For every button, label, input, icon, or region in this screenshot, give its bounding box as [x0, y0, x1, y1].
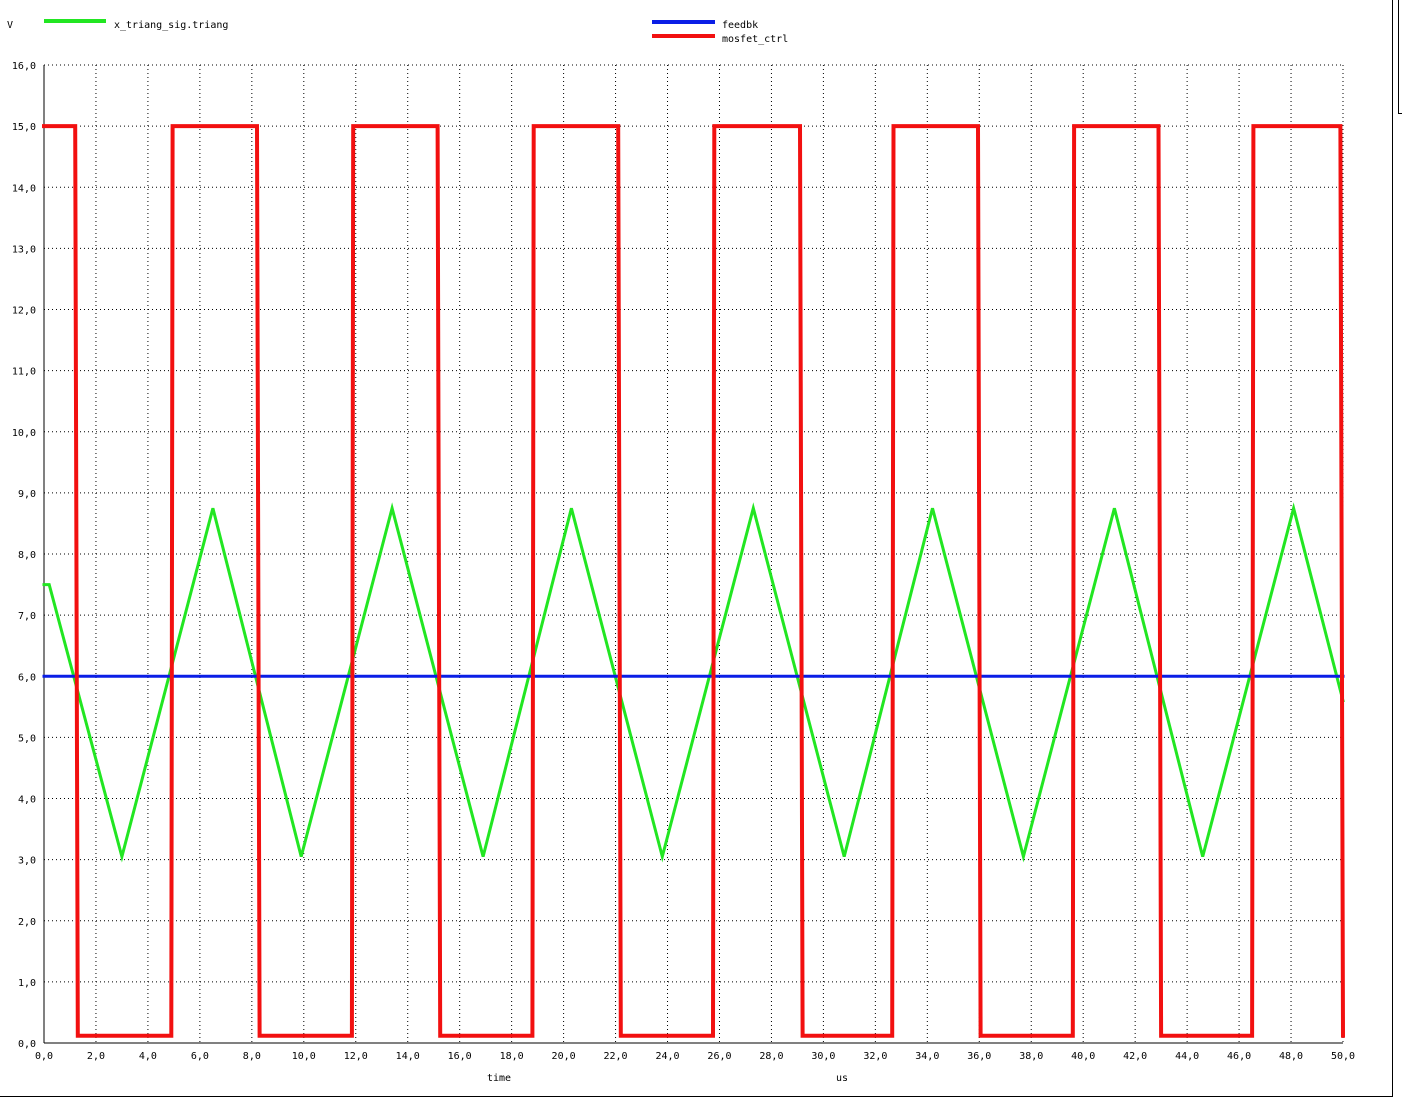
tick-labels: 0,0 2,0 4,0 6,0 8,0 10,0 12,0 14,0 16,0 18,0 20,0 2…	[12, 61, 1355, 1062]
x-tick-label: 40,0	[1071, 1051, 1095, 1062]
y-tick-label: 8,0	[18, 550, 36, 561]
x-tick-label: 32,0	[863, 1051, 887, 1062]
x-tick-label: 6,0	[191, 1051, 209, 1062]
window-frame-right	[1392, 0, 1393, 1097]
x-axis-label: time	[487, 1073, 511, 1084]
y-tick-label: 13,0	[12, 244, 36, 255]
legend-label-triang: x_triang_sig.triang	[114, 20, 228, 31]
x-axis-unit: us	[836, 1073, 848, 1084]
window-frame-tab	[1398, 0, 1399, 114]
x-tick-label: 8,0	[243, 1051, 261, 1062]
x-tick-label: 38,0	[1019, 1051, 1043, 1062]
x-tick-label: 30,0	[811, 1051, 835, 1062]
series-line-x-triang-sig-triang	[42, 502, 1345, 863]
y-tick-label: 6,0	[18, 672, 36, 683]
plot-series	[42, 124, 1346, 1038]
y-tick-label: 9,0	[18, 489, 36, 500]
y-tick-label: 5,0	[18, 733, 36, 744]
x-tick-label: 18,0	[500, 1051, 524, 1062]
window-frame-tab-foot	[1398, 113, 1402, 114]
y-tick-label: 10,0	[12, 428, 36, 439]
x-tick-label: 42,0	[1123, 1051, 1147, 1062]
x-tick-label: 48,0	[1279, 1051, 1303, 1062]
x-tick-label: 2,0	[87, 1051, 105, 1062]
plot-legend: x_triang_sig.triang feedbk mosfet_ctrl	[44, 19, 788, 45]
y-axis-label: V	[7, 20, 13, 31]
x-tick-label: 44,0	[1175, 1051, 1199, 1062]
y-tick-label: 14,0	[12, 183, 36, 194]
x-tick-label: 36,0	[967, 1051, 991, 1062]
legend-label-mosfet: mosfet_ctrl	[722, 34, 788, 45]
legend-label-feedbk: feedbk	[722, 20, 758, 31]
y-tick-label: 0,0	[18, 1039, 36, 1050]
series-line-mosfet-ctrl	[42, 124, 1346, 1038]
x-tick-label: 22,0	[604, 1051, 628, 1062]
x-tick-label: 10,0	[292, 1051, 316, 1062]
x-tick-label: 0,0	[35, 1051, 53, 1062]
y-tick-label: 4,0	[18, 795, 36, 806]
y-tick-label: 3,0	[18, 856, 36, 867]
x-tick-label: 50,0	[1331, 1051, 1355, 1062]
y-tick-label: 2,0	[18, 917, 36, 928]
x-tick-label: 20,0	[552, 1051, 576, 1062]
plot-grid	[44, 64, 1344, 1043]
plot-axes	[43, 65, 1343, 1044]
x-tick-label: 4,0	[139, 1051, 157, 1062]
x-tick-label: 26,0	[707, 1051, 731, 1062]
x-tick-label: 34,0	[915, 1051, 939, 1062]
x-tick-label: 24,0	[655, 1051, 679, 1062]
x-tick-label: 46,0	[1227, 1051, 1251, 1062]
y-tick-label: 1,0	[18, 978, 36, 989]
y-tick-label: 16,0	[12, 61, 36, 72]
x-tick-label: 14,0	[396, 1051, 420, 1062]
x-tick-label: 28,0	[759, 1051, 783, 1062]
y-tick-label: 12,0	[12, 306, 36, 317]
window-frame-bottom	[0, 1096, 1393, 1097]
x-tick-label: 12,0	[344, 1051, 368, 1062]
x-tick-label: 16,0	[448, 1051, 472, 1062]
y-tick-label: 7,0	[18, 611, 36, 622]
y-tick-label: 11,0	[12, 367, 36, 378]
y-tick-label: 15,0	[12, 122, 36, 133]
